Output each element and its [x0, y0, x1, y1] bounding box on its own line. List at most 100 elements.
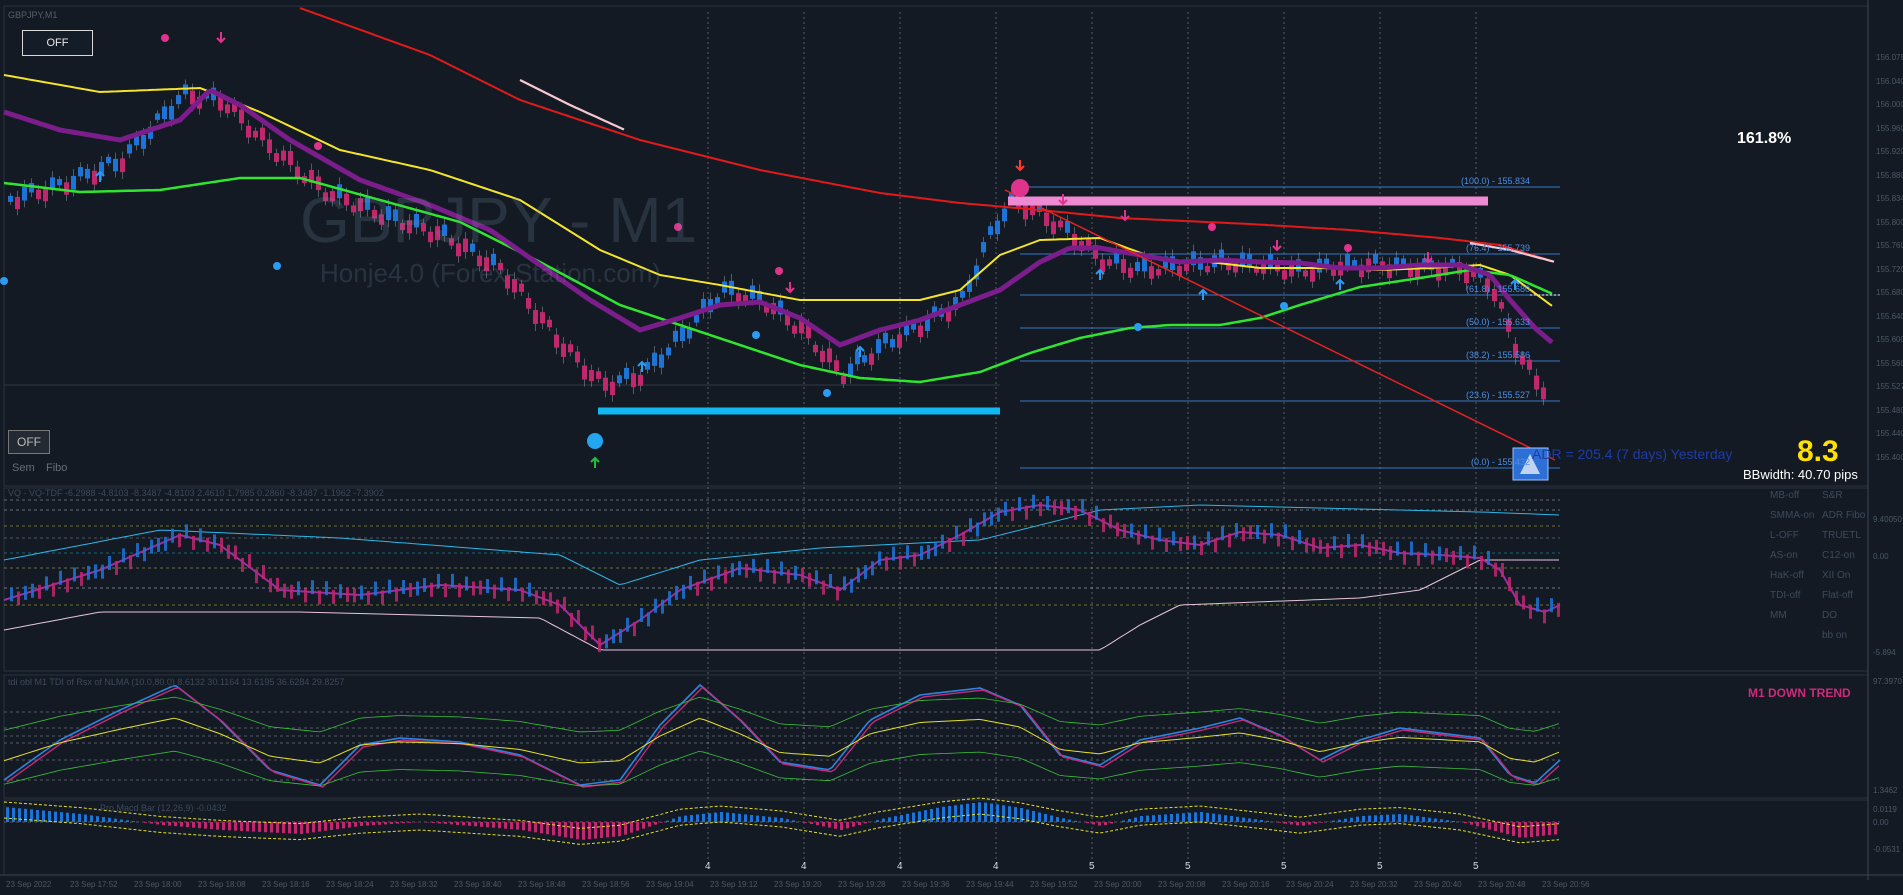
- macd-histogram-bar: [240, 822, 243, 831]
- macd-histogram-bar: [558, 822, 561, 837]
- indicator-toggle[interactable]: TDI-off: [1770, 590, 1801, 601]
- macd-histogram-bar: [1374, 815, 1377, 822]
- buy-arrow-icon: [1335, 278, 1345, 290]
- vq-bar: [822, 580, 825, 595]
- macd-histogram-bar: [54, 811, 57, 822]
- candle-body: [925, 316, 930, 331]
- vq-bar: [1382, 541, 1385, 556]
- macd-histogram-bar: [1494, 822, 1497, 832]
- candle-body: [351, 205, 356, 213]
- macd-histogram-bar: [144, 822, 147, 823]
- off-top-button[interactable]: OFF: [22, 30, 93, 56]
- vq-bar: [262, 564, 265, 579]
- vq-bar: [423, 577, 426, 592]
- vq-bar: [689, 575, 692, 590]
- indicator-toggle[interactable]: MB-off: [1770, 490, 1800, 501]
- vq-bar: [1046, 496, 1049, 511]
- time-axis-label: 23 Sep 18:56: [582, 880, 630, 889]
- indicator-toggle[interactable]: AS-on: [1770, 550, 1798, 561]
- candle-body: [519, 283, 524, 292]
- time-axis-label: 23 Sep 18:24: [326, 880, 374, 889]
- vq-bar: [1081, 498, 1084, 513]
- candle-body: [127, 144, 132, 154]
- indicator-toggle[interactable]: S&R: [1822, 490, 1843, 501]
- macd-histogram-bar: [30, 809, 33, 822]
- macd-histogram-bar: [18, 808, 21, 822]
- candle-body: [1310, 269, 1315, 282]
- candle-body: [1492, 289, 1497, 302]
- candle-body: [512, 279, 517, 293]
- macd-histogram-bar: [600, 822, 603, 838]
- vq-bar: [703, 569, 706, 584]
- indicator-toggle[interactable]: L-OFF: [1770, 530, 1799, 541]
- time-axis-label: 23 Sep 2022: [6, 880, 52, 889]
- vq-bar: [1228, 533, 1231, 548]
- macd-histogram-bar: [1254, 819, 1257, 822]
- vq-bar: [353, 588, 356, 603]
- indicator-toggle[interactable]: ADR Fibo: [1822, 510, 1866, 521]
- candle-body: [85, 168, 90, 179]
- macd-histogram-bar: [324, 822, 327, 831]
- vq-bar: [668, 591, 671, 606]
- vq-bar: [1410, 541, 1413, 556]
- vq-bar: [437, 573, 440, 588]
- macd-histogram-bar: [288, 822, 291, 834]
- indicator-toggle[interactable]: C12-on: [1822, 550, 1855, 561]
- macd-histogram-bar: [810, 822, 813, 824]
- tdi-rsi-line: [3, 683, 1561, 786]
- macd-histogram-bar: [336, 822, 339, 830]
- buy-arrow-icon: [1198, 288, 1208, 300]
- macd-histogram-bar: [486, 822, 489, 828]
- macd-histogram-bar: [1290, 822, 1293, 825]
- vq-bar: [731, 563, 734, 578]
- candle-body: [442, 224, 447, 236]
- vq-bar: [1340, 544, 1343, 559]
- buy-signal-dot: [273, 262, 281, 270]
- indicator-toggle[interactable]: MM: [1770, 610, 1787, 621]
- candle-body: [421, 223, 426, 232]
- candle-body: [407, 220, 412, 234]
- yellow-moving-average: [3, 74, 1553, 307]
- time-axis-label: 23 Sep 20:56: [1542, 880, 1590, 889]
- macd-histogram-bar: [1002, 805, 1005, 822]
- price-axis-label: 155.760: [1876, 241, 1903, 250]
- sell-arrow-icon: [1272, 240, 1282, 252]
- vq-bar: [1536, 597, 1539, 612]
- fibo-button[interactable]: Fibo: [46, 462, 68, 474]
- candle-body: [365, 196, 370, 210]
- indicator-toggle[interactable]: TRUETL: [1822, 530, 1861, 541]
- indicator-toggle[interactable]: bb on: [1822, 630, 1848, 641]
- candle-body: [267, 139, 272, 154]
- candle-body: [162, 106, 167, 119]
- indicator-toggle[interactable]: XII On: [1822, 570, 1851, 581]
- macd-histogram-bar: [1200, 812, 1203, 822]
- macd-histogram-bar: [930, 809, 933, 822]
- indicator-toggle[interactable]: HaK-off: [1770, 570, 1804, 581]
- candle-body: [1128, 267, 1133, 278]
- off-bottom-button[interactable]: OFF: [8, 430, 50, 454]
- candle-body: [337, 184, 342, 199]
- vq-bar: [297, 581, 300, 596]
- indicator-toggle[interactable]: Flat-off: [1822, 590, 1853, 601]
- vq-bar: [1452, 550, 1455, 565]
- macd-histogram-bar: [24, 808, 27, 822]
- macd-histogram-bar: [1368, 815, 1371, 822]
- candle-body: [1198, 257, 1203, 270]
- adr-value: 8.3: [1797, 435, 1839, 468]
- candle-body: [477, 255, 482, 267]
- vq-bar: [976, 522, 979, 537]
- vq-bar: [591, 625, 594, 640]
- candle-body: [988, 226, 993, 235]
- indicator-toggle[interactable]: DO: [1822, 610, 1837, 621]
- candle-body: [484, 257, 489, 272]
- macd-histogram-bar: [1446, 820, 1449, 822]
- candle-body: [960, 290, 965, 298]
- macd-histogram-bar: [372, 822, 375, 826]
- tdi-indicator-window: [3, 683, 1561, 788]
- candle-body: [57, 179, 62, 186]
- indicator-toggle[interactable]: SMMA-on: [1770, 510, 1815, 521]
- vq-bar: [185, 524, 188, 539]
- sem-button[interactable]: Sem: [12, 462, 35, 474]
- vq-bar: [1333, 536, 1336, 551]
